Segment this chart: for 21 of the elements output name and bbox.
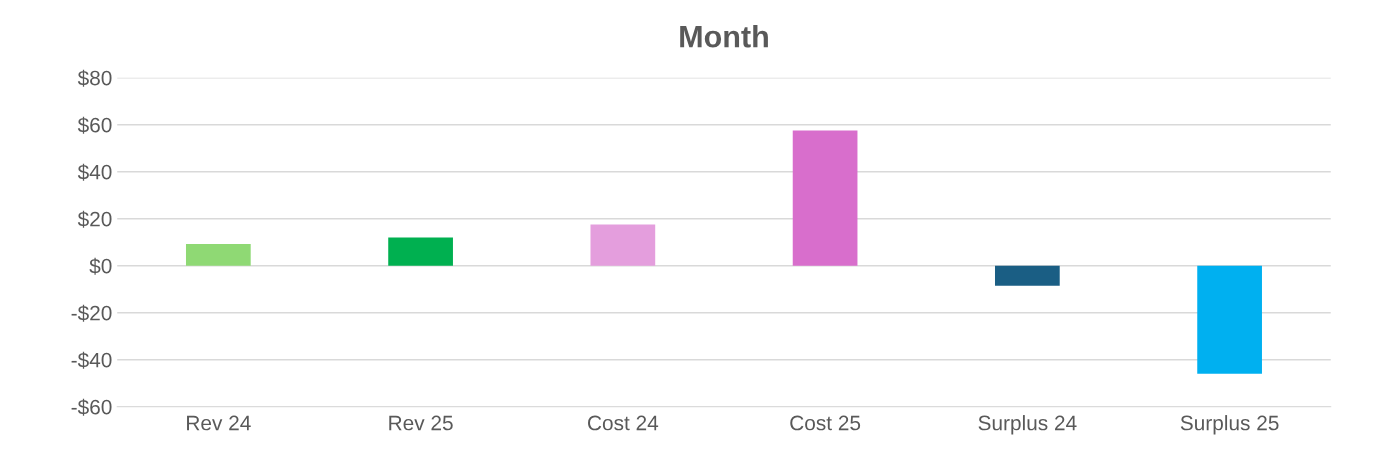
y-tick-label: -$40 [71, 351, 112, 369]
y-tick-label: -$60 [71, 398, 112, 416]
bar [388, 237, 453, 266]
y-tick-label: -$20 [71, 304, 112, 322]
x-tick-label: Cost 24 [588, 415, 659, 431]
y-tick-label: $20 [77, 210, 112, 228]
y-tick-label: $60 [77, 116, 112, 134]
bar [1197, 265, 1262, 374]
x-tick-label: Surplus 25 [1180, 415, 1279, 435]
x-tick-label: Surplus 24 [978, 415, 1077, 435]
x-tick-label: Cost 25 [790, 415, 861, 431]
bar [792, 130, 858, 266]
x-tick-label: Rev 24 [187, 415, 251, 431]
x-tick-label: Rev 25 [389, 415, 453, 431]
y-tick-label: $40 [77, 163, 112, 181]
bar [185, 244, 251, 266]
chart-title: Month [680, 24, 768, 48]
bar [590, 224, 656, 266]
bar [994, 265, 1060, 286]
y-tick-label: $0 [89, 257, 112, 275]
y-tick-label: $80 [77, 69, 112, 87]
